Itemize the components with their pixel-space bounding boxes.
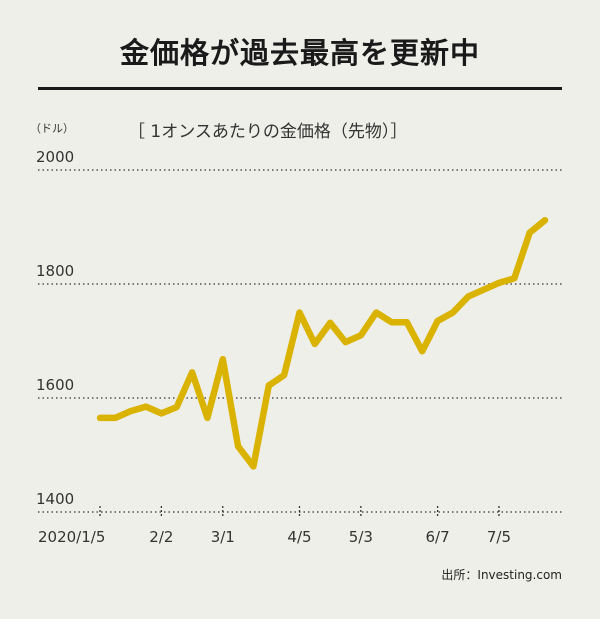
chart-title: 金価格が過去最高を更新中	[119, 36, 480, 70]
y-tick-label-1800: 1800	[36, 262, 74, 280]
x-tick-label: 6/7	[426, 528, 450, 546]
x-tick-labels: 2020/1/5 2/2 3/1 4/5 5/3 6/7 7/5	[38, 528, 511, 546]
x-axis	[38, 506, 562, 518]
x-tick-label: 7/5	[487, 528, 511, 546]
y-tick-label-2000: 2000	[36, 148, 74, 166]
y-tick-labels: 1400 1600 1800 2000	[36, 148, 74, 508]
x-tick-label: 2/2	[149, 528, 173, 546]
grid-lines	[38, 169, 562, 399]
y-tick-label-1600: 1600	[36, 376, 74, 394]
y-axis-unit-label: （ドル）	[30, 122, 74, 135]
x-tick-label: 2020/1/5	[38, 528, 105, 546]
price-series-line	[96, 216, 549, 470]
chart-subtitle: ［ 1オンスあたりの金価格（先物）］	[128, 122, 408, 142]
x-tick-label: 3/1	[211, 528, 235, 546]
x-tick-label: 4/5	[287, 528, 311, 546]
source-note: 出所：Investing.com	[441, 568, 562, 582]
y-tick-label-1400: 1400	[36, 490, 74, 508]
title-underline	[38, 87, 562, 90]
x-tick-label: 5/3	[349, 528, 373, 546]
